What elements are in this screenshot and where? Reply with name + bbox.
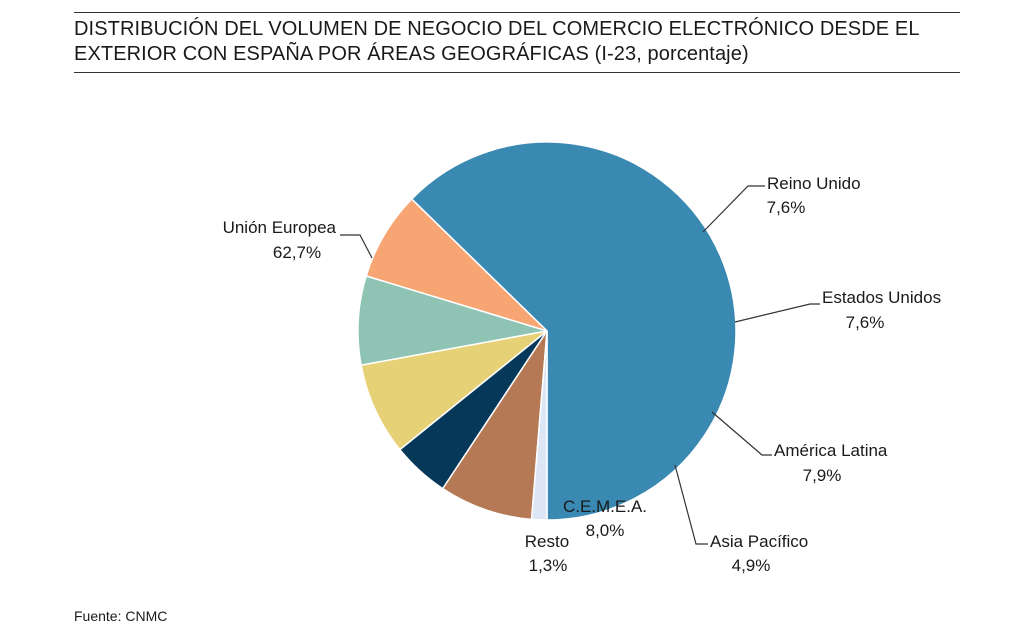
slice-label-name: C.E.M.E.A. — [563, 497, 647, 516]
leader-line — [340, 234, 373, 259]
pie-slice-unión-europea — [410, 141, 737, 521]
slice-label-value: 8,0% — [586, 521, 625, 540]
pie-slice-américa-latina — [360, 330, 548, 451]
slice-label-name: Reino Unido — [767, 174, 861, 193]
slice-label-name: Estados Unidos — [822, 288, 941, 307]
slice-label-name: Resto — [525, 532, 569, 551]
leader-line — [734, 303, 820, 323]
chart-title: DISTRIBUCIÓN DEL VOLUMEN DE NEGOCIO DEL … — [74, 18, 919, 65]
leader-line — [711, 411, 772, 456]
slice-label-name: Asia Pacífico — [710, 532, 808, 551]
source-note: Fuente: CNMC — [74, 608, 168, 624]
leader-line — [702, 185, 765, 233]
slice-label-name: América Latina — [774, 441, 888, 460]
leader-line — [674, 464, 708, 545]
slice-label-value: 1,3% — [529, 556, 568, 575]
slice-label-value: 4,9% — [732, 556, 771, 575]
pie-slice-c-e-m-e-a- — [441, 330, 548, 521]
slice-label-value: 7,9% — [803, 466, 842, 485]
slice-label-value: 62,7% — [273, 243, 321, 262]
slice-label-value: 7,6% — [767, 198, 806, 217]
slice-label-value: 7,6% — [846, 313, 885, 332]
pie-slice-resto — [530, 330, 548, 521]
title-block: DISTRIBUCIÓN DEL VOLUMEN DE NEGOCIO DEL … — [74, 12, 960, 73]
slice-label-name: Unión Europea — [223, 218, 337, 237]
